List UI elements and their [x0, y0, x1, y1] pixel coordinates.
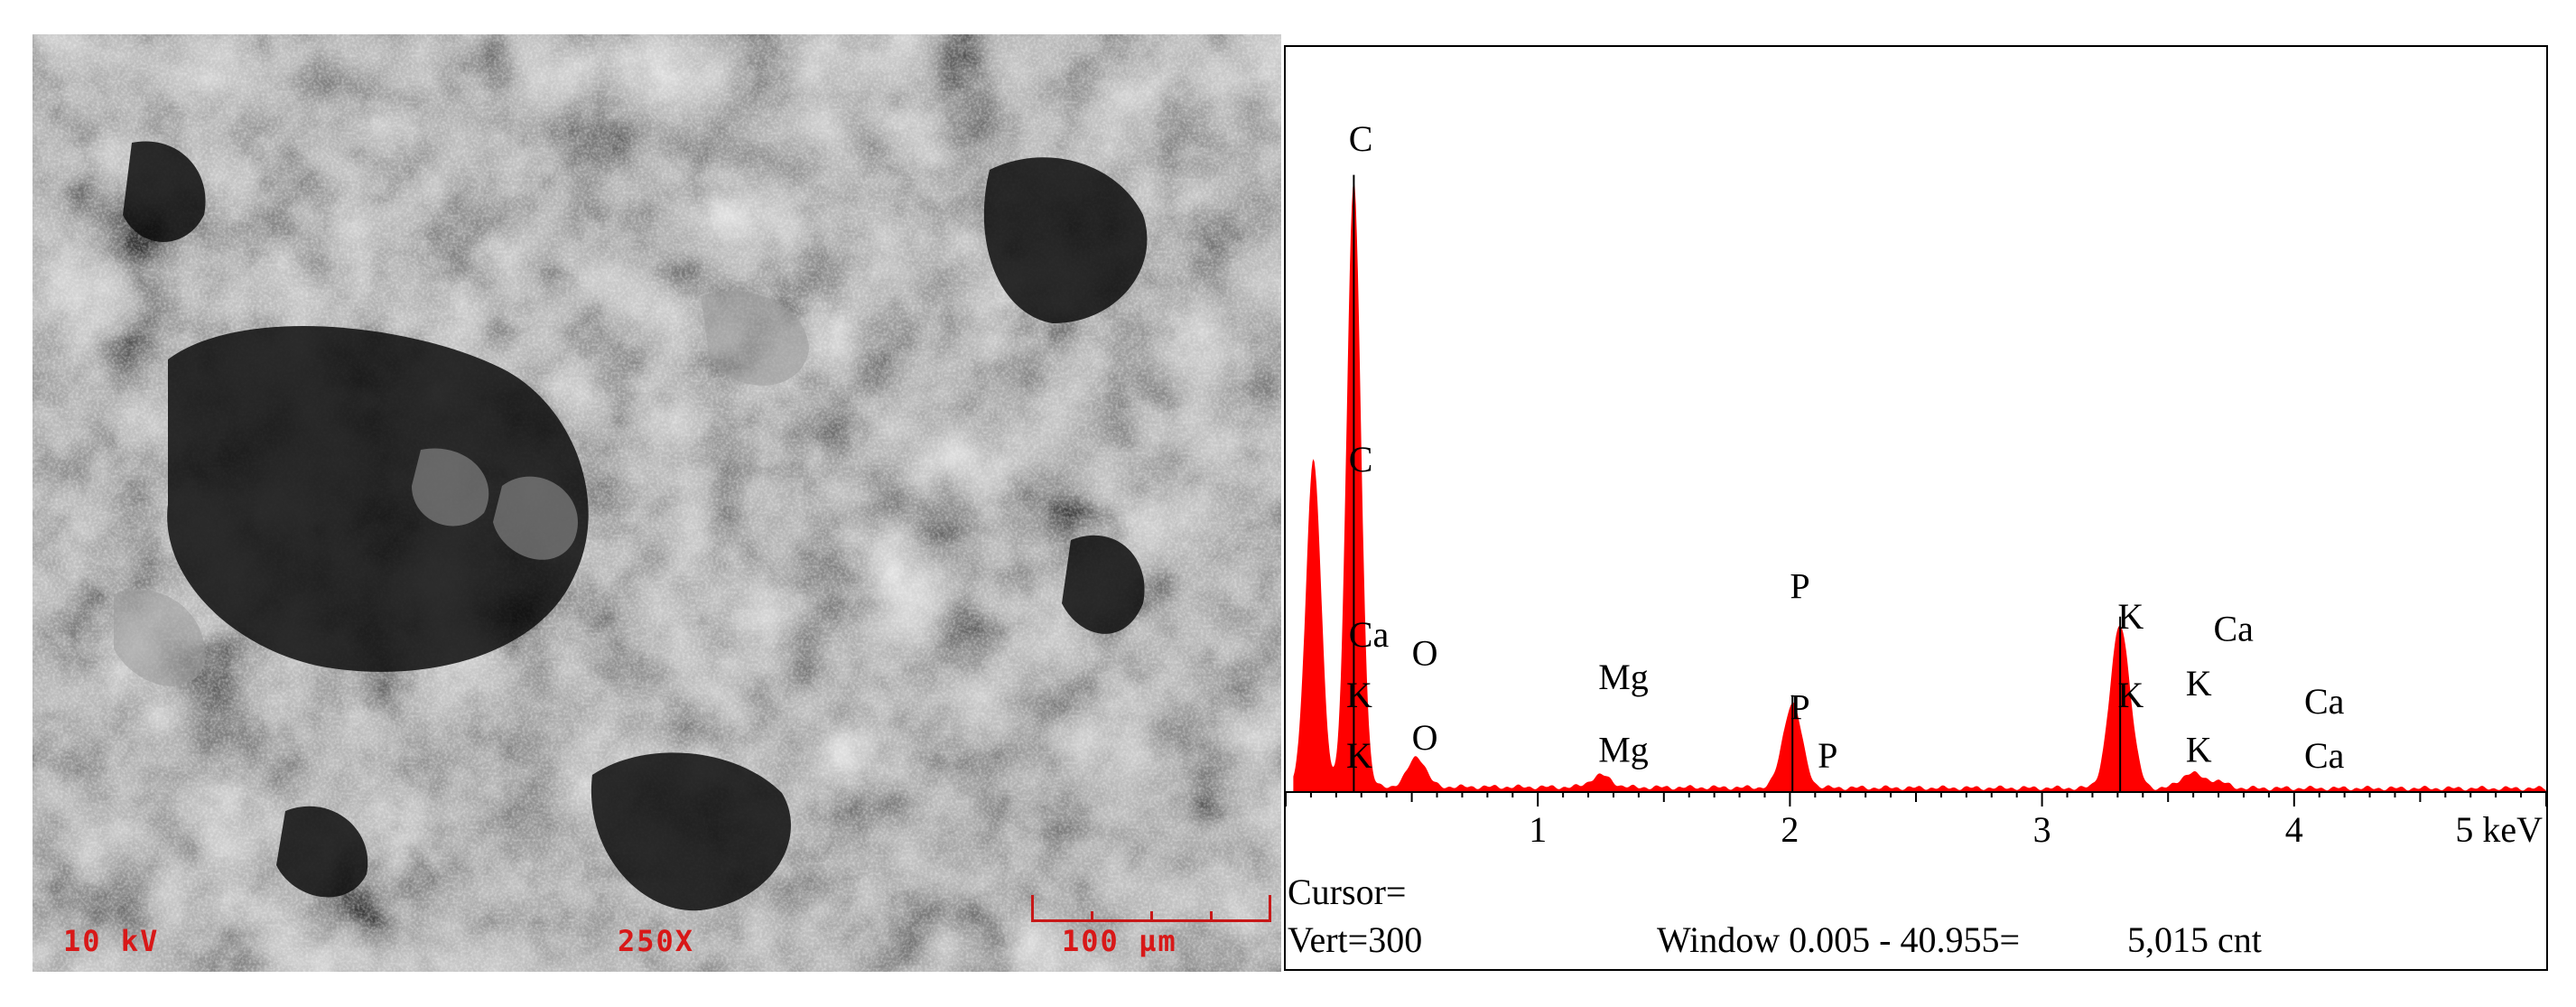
sem-texture [33, 34, 1281, 972]
cursor-readout: Cursor= [1288, 872, 1407, 912]
sem-micrograph: 10 kV 250X 100 µm [33, 34, 1281, 972]
element-label: O [1412, 632, 1438, 673]
count-readout: 5,015 cnt [2127, 919, 2262, 960]
voltage-label: 10 kV [63, 924, 160, 958]
element-label: Ca [2304, 735, 2345, 776]
element-label: K [2186, 663, 2212, 704]
spectrum-area [1293, 181, 2546, 792]
x-axis-ticks: 1 2 3 4 5 keV [1286, 792, 2546, 850]
element-label: C [1349, 118, 1373, 159]
element-label: K [2117, 596, 2144, 637]
x-tick-label: 2 [1781, 809, 1799, 850]
element-label: P [1790, 566, 1809, 607]
element-label: K [1346, 735, 1372, 776]
scale-bar [1031, 892, 1271, 922]
element-label: K [1346, 675, 1372, 715]
x-tick-label: 3 [2033, 809, 2051, 850]
element-label: Ca [2304, 681, 2345, 722]
element-label: K [2186, 730, 2212, 770]
element-label: P [1818, 735, 1837, 776]
element-label: Ca [2213, 609, 2254, 649]
x-tick-label: 4 [2285, 809, 2303, 850]
element-label: C [1349, 439, 1373, 480]
energy-window-readout: Window 0.005 - 40.955= [1657, 919, 2021, 960]
magnification-label: 250X [618, 924, 695, 958]
x-tick-label: 1 [1529, 809, 1547, 850]
element-label: O [1412, 717, 1438, 758]
element-label: Mg [1598, 730, 1649, 770]
vertical-scale-readout: Vert=300 [1288, 919, 1423, 960]
element-label: Mg [1598, 657, 1649, 697]
element-label: K [2117, 675, 2144, 715]
scale-label: 100 µm [1062, 924, 1177, 958]
x-tick-label: 5 keV [2455, 809, 2543, 850]
element-label: Ca [1349, 614, 1390, 655]
element-label: P [1790, 687, 1809, 728]
plot-area [1293, 174, 2546, 792]
